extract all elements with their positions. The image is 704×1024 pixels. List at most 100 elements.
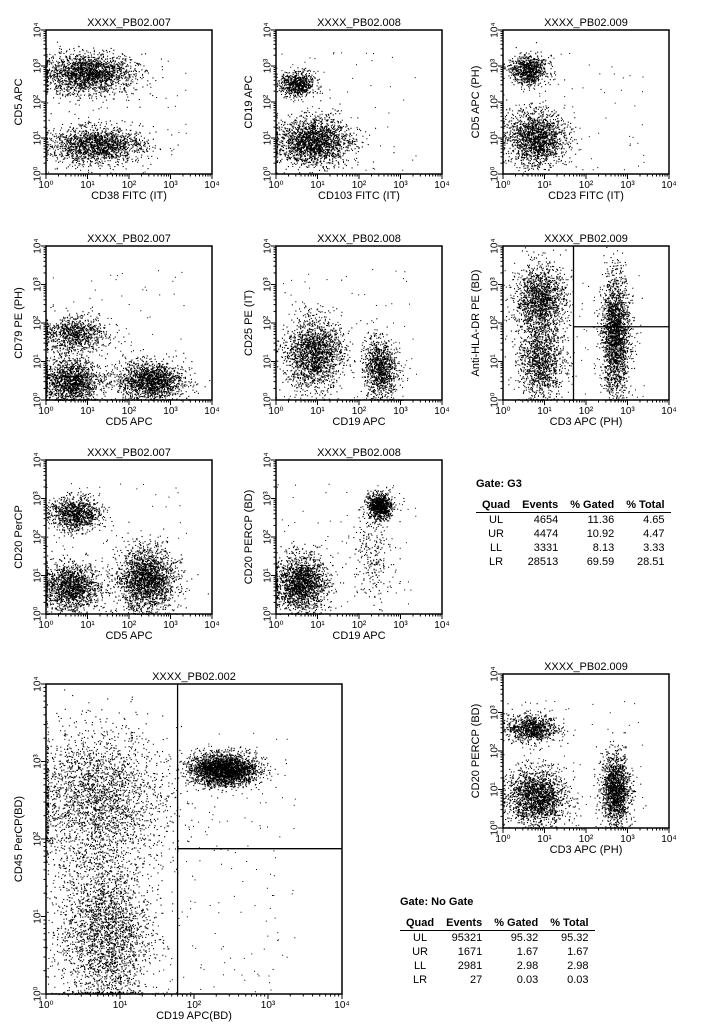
x-tick-label: 10¹	[80, 620, 95, 631]
scatter-svg: XXXX_PB02.008 10⁰ 10¹ 10² 10³ 10⁴ 10⁰ 10¹ 10² 10³…	[243, 17, 450, 202]
plot-cd79-vs-cd5: XXXX_PB02.007 10⁰ 10¹ 10² 10³ 10⁴ 10⁰ 10¹ 10² 10³…	[8, 230, 220, 430]
x-tick-label: 10⁰	[495, 834, 510, 845]
x-tick-label: 10¹	[537, 406, 552, 417]
x-tick-label: 10³	[620, 834, 635, 845]
y-tick-label: 10¹	[33, 568, 44, 583]
event-cluster-2	[168, 745, 287, 808]
table-row: LR 28513 69.59 28.51	[476, 555, 671, 569]
event-dots	[276, 269, 417, 402]
x-tick-label: 10³	[163, 620, 178, 631]
x-tick-label: 10³	[393, 406, 408, 417]
table-cell: 1671	[457, 946, 483, 958]
x-tick-label: 10³	[163, 406, 178, 417]
quadrant-table: Quad Events % Gated % Total UL 95321 95.…	[400, 916, 595, 987]
x-tick-label: 10¹	[310, 180, 325, 191]
x-axis-label: CD3 APC (PH)	[550, 844, 623, 856]
y-axis-label: CD45 PerCP(BD)	[13, 796, 25, 882]
table-cell: 95.32	[510, 932, 539, 944]
y-tick-label: 10⁰	[490, 392, 501, 407]
x-tick-label: 10⁴	[661, 180, 676, 191]
table-cell: 4.65	[643, 514, 665, 526]
event-dots	[46, 483, 209, 616]
column-header: Quad	[476, 498, 517, 513]
event-dots	[503, 700, 647, 830]
event-cluster-1	[276, 279, 356, 402]
event-dots	[503, 42, 645, 176]
y-axis-label: CD5 APC	[13, 78, 25, 125]
x-tick-label: 10⁰	[38, 406, 53, 417]
y-tick-label: 10⁴	[33, 676, 44, 691]
plot-hladr-vs-cd3: XXXX_PB02.009 10⁰ 10¹ 10² 10³ 10⁴ 10⁰ 10¹ 10² 10³…	[465, 230, 677, 430]
axis-ticks	[271, 459, 443, 619]
axis-ticks	[498, 29, 670, 179]
column-header: Events	[516, 498, 565, 513]
table-cell: LR	[489, 556, 504, 568]
table-cell: LL	[413, 960, 427, 972]
y-tick-label: 10²	[263, 94, 274, 109]
x-axis-label: CD19 APC	[332, 416, 385, 428]
y-tick-label: 10³	[33, 491, 44, 506]
axis-ticks	[271, 245, 443, 405]
x-tick-label: 10³	[393, 180, 408, 191]
y-tick-label: 10⁴	[33, 22, 44, 37]
table-cell: 69.59	[586, 556, 615, 568]
y-tick-label: 10²	[33, 529, 44, 544]
table-cell: UR	[412, 946, 428, 958]
scatter-svg: XXXX_PB02.002 10⁰ 10¹ 10² 10³ 10⁴ 10⁰ 10¹ 10² 10³…	[13, 671, 350, 1022]
y-tick-label: 10⁰	[263, 392, 274, 407]
column-header: Quad	[400, 916, 441, 931]
event-cluster-3	[593, 246, 643, 402]
y-tick-label: 10⁰	[263, 166, 274, 181]
x-axis-label: CD3 APC (PH)	[550, 416, 623, 428]
scatter-svg: XXXX_PB02.008 10⁰ 10¹ 10² 10³ 10⁴ 10⁰ 10¹ 10² 10³…	[243, 447, 450, 642]
y-tick-label: 10²	[263, 315, 274, 330]
event-cluster-2	[504, 279, 574, 402]
y-tick-label: 10³	[490, 705, 501, 720]
table-cell: 2.98	[516, 960, 539, 972]
plot-cd25-vs-cd19: XXXX_PB02.008 10⁰ 10¹ 10² 10³ 10⁴ 10⁰ 10¹ 10² 10³…	[238, 230, 450, 430]
scatter-svg: XXXX_PB02.007 10⁰ 10¹ 10² 10³ 10⁴ 10⁰ 10¹ 10² 10³…	[13, 17, 220, 202]
table-cell: 27	[469, 974, 483, 986]
table-cell: 95.32	[560, 932, 589, 944]
x-tick-label: 10¹	[310, 406, 325, 417]
event-cluster-2	[46, 106, 179, 174]
event-cluster-1	[46, 689, 225, 920]
plot-cd45-vs-cd19: XXXX_PB02.002 10⁰ 10¹ 10² 10³ 10⁴ 10⁰ 10¹ 10² 10³…	[8, 668, 350, 1024]
y-axis-label: CD19 APC	[243, 75, 255, 128]
plot-frame	[275, 245, 443, 401]
table-cell: 1.67	[567, 946, 589, 958]
event-cluster-2	[503, 752, 600, 830]
x-tick-label: 10¹	[537, 180, 552, 191]
event-cluster-1	[503, 42, 557, 93]
y-tick-label: 10¹	[263, 354, 274, 369]
event-cluster-2	[276, 97, 395, 175]
event-noise	[276, 52, 417, 171]
axis-ticks	[498, 245, 670, 405]
y-tick-label: 10¹	[490, 130, 501, 145]
y-tick-label: 10³	[33, 58, 44, 73]
y-tick-label: 10³	[33, 754, 44, 769]
x-tick-label: 10⁴	[434, 406, 449, 417]
y-axis-label: CD79 PE (PH)	[13, 287, 25, 359]
table-cell: UL	[489, 514, 504, 526]
scatter-svg: XXXX_PB02.009 10⁰ 10¹ 10² 10³ 10⁴ 10⁰ 10¹ 10² 10³…	[470, 661, 677, 856]
y-tick-label: 10⁴	[33, 238, 44, 253]
event-cluster-1	[46, 297, 126, 363]
table-cell: 95321	[451, 932, 483, 944]
x-tick-label: 10¹	[310, 620, 325, 631]
event-cluster-2	[503, 79, 584, 176]
scatter-svg: XXXX_PB02.007 10⁰ 10¹ 10² 10³ 10⁴ 10⁰ 10¹ 10² 10³…	[13, 233, 220, 428]
y-axis-label: Anti-HLA-DR PE (BD)	[470, 270, 482, 377]
event-cluster-2	[46, 545, 127, 615]
plot-cd5-vs-cd38: XXXX_PB02.007 10⁰ 10¹ 10² 10³ 10⁴ 10⁰ 10¹ 10² 10³…	[8, 14, 220, 204]
column-header: % Total	[544, 916, 595, 931]
y-tick-label: 10⁴	[33, 452, 44, 467]
y-tick-label: 10¹	[490, 782, 501, 797]
plot-cd20-vs-cd3: XXXX_PB02.009 10⁰ 10¹ 10² 10³ 10⁴ 10⁰ 10¹ 10² 10³…	[465, 658, 677, 858]
event-cluster-2	[359, 318, 411, 401]
plot-cd19-vs-cd103: XXXX_PB02.008 10⁰ 10¹ 10² 10³ 10⁴ 10⁰ 10¹ 10² 10³…	[238, 14, 450, 204]
x-tick-label: 10⁴	[661, 406, 676, 417]
axis-ticks	[41, 29, 213, 179]
gate-label: Gate: G3	[476, 478, 522, 490]
table-cell: 3.33	[643, 542, 665, 554]
